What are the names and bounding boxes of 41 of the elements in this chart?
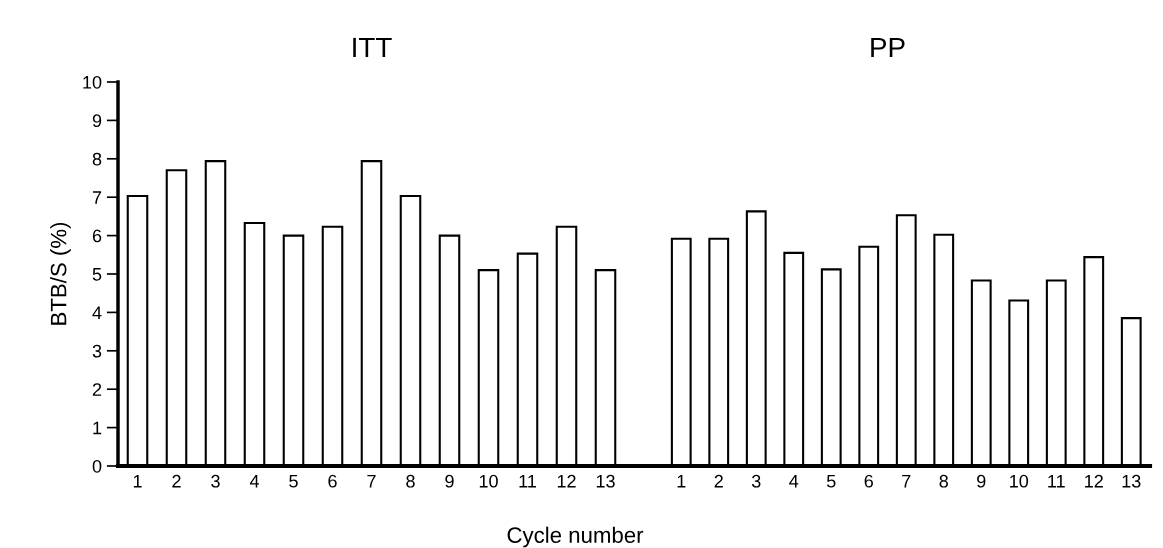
chart-title: ITT (353, 37, 392, 57)
x-tick-label: 7 (367, 475, 376, 488)
y-axis-title: BTB/S (%) (50, 222, 71, 325)
y-tick-label: 10 (83, 75, 102, 89)
x-tick-label: 7 (902, 475, 911, 488)
x-tick-label: 5 (289, 475, 298, 488)
y-tick-label: 7 (92, 191, 102, 204)
x-tick-label: 1 (133, 475, 142, 488)
x-tick-label: 4 (249, 475, 259, 488)
y-tick-label: 9 (92, 114, 102, 128)
x-tick-label: 6 (864, 474, 873, 488)
y-tick-label: 4 (92, 306, 102, 319)
y-tick-label: 0 (92, 459, 102, 473)
x-tick-label: 5 (826, 475, 836, 488)
x-tick-label: 8 (406, 474, 415, 488)
y-tick-label: 2 (92, 383, 102, 396)
x-tick-label: 6 (328, 474, 337, 488)
x-tick-label: 13 (596, 474, 615, 488)
x-tick-label: 10 (1010, 474, 1029, 488)
x-tick-label: 4 (789, 475, 799, 488)
x-tick-label: 12 (1085, 474, 1103, 488)
y-tick-label: 5 (92, 268, 102, 281)
x-tick-label: 11 (1048, 475, 1065, 488)
x-tick-label: 3 (211, 474, 220, 488)
x-axis-title: Cycle number (507, 526, 644, 548)
x-tick-label: 1 (677, 475, 686, 488)
x-tick-label: 8 (939, 474, 948, 488)
x-tick-label: 3 (751, 474, 761, 488)
x-tick-label: 9 (977, 474, 986, 488)
x-tick-label: 11 (519, 475, 536, 488)
x-tick-label: 10 (479, 474, 498, 488)
x-tick-label: 2 (172, 474, 181, 488)
y-tick-label: 8 (92, 152, 102, 166)
x-tick-label: 13 (1122, 474, 1141, 488)
y-tick-label: 1 (93, 421, 102, 435)
x-tick-label: 2 (714, 474, 723, 488)
y-tick-label: 3 (92, 344, 102, 358)
chart-title: PP (871, 37, 905, 57)
x-tick-label: 9 (445, 474, 454, 488)
x-tick-label: 12 (557, 474, 576, 488)
y-tick-label: 6 (92, 229, 102, 243)
